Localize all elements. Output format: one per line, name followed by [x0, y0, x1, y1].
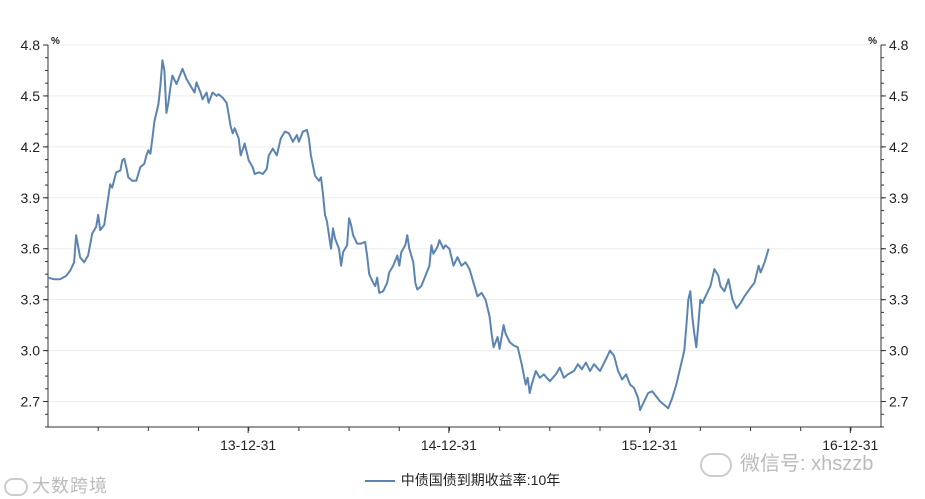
watermark-logo-icon	[4, 478, 28, 497]
y-tick-label-right: 2.7	[889, 394, 909, 410]
series-line	[47, 59, 770, 411]
y-tick-label-left: 3.3	[21, 292, 41, 308]
y-tick-label-right: 3.9	[889, 190, 909, 206]
y-tick-label-right: 3.0	[889, 343, 909, 359]
y-tick-label-left: 4.5	[21, 88, 41, 104]
y-tick-label-left: 4.2	[21, 139, 41, 155]
y-tick-label-right: 4.2	[889, 139, 909, 155]
y-tick-label-left: 2.7	[21, 394, 41, 410]
x-tick-label: 13-12-31	[220, 437, 276, 453]
y-tick-label-left: 3.0	[21, 343, 41, 359]
watermark-left-text: 大数跨境	[32, 476, 108, 496]
legend: 中债国债到期收益率:10年	[0, 470, 925, 490]
y-unit-right: %	[868, 36, 877, 47]
x-tick-label: 14-12-31	[421, 437, 477, 453]
y-tick-label-right: 4.5	[889, 88, 909, 104]
ticks: % % 2.7 2.7 3.0 3.0 3.3 3.3 3.6 3.6 3.9 3.9 4.2 4.2 4.…	[21, 36, 909, 453]
legend-label: 中债国债到期收益率:10年	[400, 472, 561, 488]
x-tick-label: 16-12-31	[822, 437, 878, 453]
legend-swatch	[364, 480, 395, 483]
watermark-right: 微信号: xhszzb	[700, 447, 873, 477]
grid-lines	[48, 44, 881, 403]
axes	[47, 45, 882, 428]
watermark-right-text: 微信号: xhszzb	[740, 453, 874, 475]
y-unit-left: %	[51, 36, 60, 47]
watermark-left: 大数跨境	[4, 472, 108, 498]
y-tick-label-left: 3.6	[21, 241, 41, 257]
y-tick-label-right: 3.3	[889, 292, 909, 308]
series-layer	[47, 59, 770, 411]
wechat-icon	[700, 452, 732, 477]
y-tick-label-right: 3.6	[889, 241, 909, 257]
y-tick-label-left: 4.8	[21, 37, 41, 53]
x-tick-label: 15-12-31	[622, 437, 678, 453]
y-tick-label-left: 3.9	[21, 190, 41, 206]
y-tick-label-right: 4.8	[889, 37, 909, 53]
